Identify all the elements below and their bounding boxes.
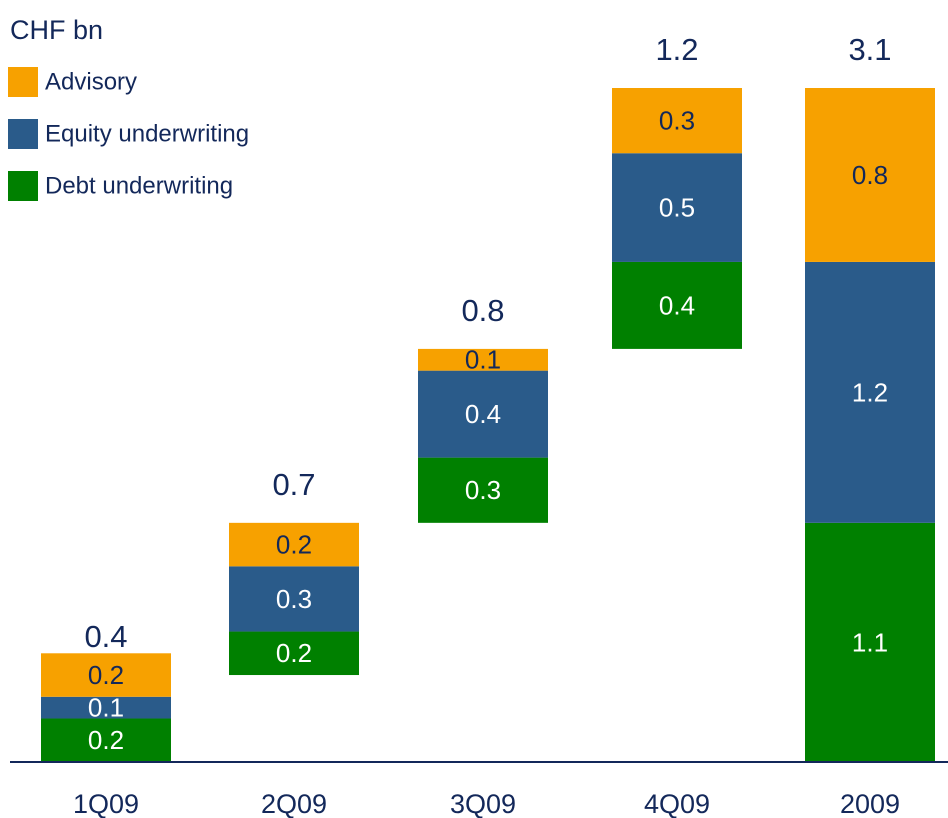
segment-label: 0.1 [465,345,501,375]
segment-label: 0.5 [659,192,695,222]
bar-segment [612,261,742,349]
bar-segment [805,522,935,762]
x-tick-label: 2Q09 [261,789,327,818]
legend-swatch [8,119,38,149]
bar-segment [805,88,935,262]
bar-segment [418,348,548,371]
bar-segment [41,696,171,719]
segment-label: 0.2 [88,660,124,690]
total-label: 0.7 [272,467,315,502]
total-label: 0.4 [84,619,127,654]
segment-label: 0.3 [659,105,695,135]
segment-label: 0.3 [276,584,312,614]
bar-segment [805,261,935,523]
segment-label: 0.2 [276,529,312,559]
segment-label: 0.1 [88,693,124,723]
bar-segment [229,522,359,567]
unit-label: CHF bn [10,15,103,45]
segment-label: 0.2 [88,725,124,755]
bar-segment [612,88,742,154]
segment-label: 1.2 [852,377,888,407]
total-label: 3.1 [848,32,891,67]
segment-label: 0.2 [276,638,312,668]
x-tick-label: 4Q09 [644,789,710,818]
segment-label: 0.8 [852,160,888,190]
segment-label: 1.1 [852,627,888,657]
bar-segment [41,653,171,697]
legend-label: Equity underwriting [45,120,249,147]
bar-segment [229,631,359,676]
x-tick-label: 2009 [840,789,900,818]
legend-swatch [8,171,38,201]
legend-label: Advisory [45,68,137,95]
bar-segment [418,370,548,458]
bar-segment [612,153,742,262]
x-tick-label: 3Q09 [450,789,516,818]
x-tick-label: 1Q09 [73,789,139,818]
segment-label: 0.4 [659,290,695,320]
segment-label: 0.4 [465,399,501,429]
bar-segment [418,457,548,523]
legend-label: Debt underwriting [45,172,233,199]
legend-swatch [8,67,38,97]
bar-segment [41,718,171,762]
segment-label: 0.3 [465,475,501,505]
total-label: 0.8 [461,293,504,328]
bar-segment [229,566,359,632]
total-label: 1.2 [655,32,698,67]
